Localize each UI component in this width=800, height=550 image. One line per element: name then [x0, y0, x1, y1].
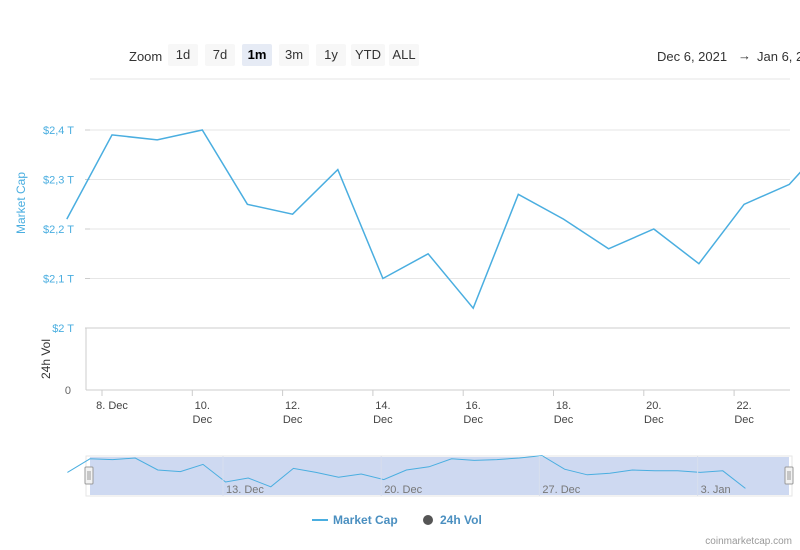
navigator-line	[67, 455, 746, 489]
y-tick-label: $2,3 T	[43, 175, 74, 187]
zoom-3m-button[interactable]: 3m	[279, 44, 309, 66]
x-tick-label: 10. Dec	[193, 400, 213, 426]
legend-dot-icon	[423, 515, 433, 525]
legend-item-24h-vol[interactable]: 24h Vol	[423, 513, 482, 527]
volume-axis-tick-zero: 0	[65, 385, 71, 397]
zoom-1d-button[interactable]: 1d	[168, 44, 198, 66]
x-tick-label: 22. Dec	[734, 400, 754, 426]
navigator-left-handle[interactable]	[84, 466, 94, 485]
legend: Market Cap 24h Vol	[0, 512, 800, 530]
y-tick-label: $2,4 T	[43, 125, 74, 137]
navigator-tick-label: 3. Jan	[701, 484, 731, 496]
date-from-input[interactable]: Dec 6, 2021	[657, 49, 728, 64]
y-axis-title: Market Cap	[14, 172, 28, 234]
x-axis-ticks: 8. Dec 10. Dec 12. Dec 14. Dec 16. Dec 18. Dec 20. D…	[96, 390, 754, 426]
zoom-ytd-button[interactable]: YTD	[351, 44, 385, 66]
credit-link[interactable]: coinmarketcap.com	[705, 536, 792, 547]
grid-lines	[90, 129, 790, 279]
zoom-7d-button[interactable]: 7d	[205, 44, 235, 66]
y-tick-label: $2,2 T	[43, 224, 74, 236]
x-tick-label: 18. Dec	[554, 400, 574, 426]
x-tick-label: 14. Dec	[373, 400, 393, 426]
navigator-tick-label: 13. Dec	[226, 484, 264, 496]
zoom-label: Zoom	[129, 49, 163, 64]
legend-label-market-cap: Market Cap	[333, 513, 398, 527]
y-axis-ticks: $2 T $2,1 T $2,2 T $2,3 T $2,4 T	[43, 125, 90, 335]
zoom-1y-button[interactable]: 1y	[316, 44, 346, 66]
y-tick-label: $2,1 T	[43, 274, 74, 286]
y-tick-label: $2 T	[52, 323, 74, 335]
volume-axis-title: 24h Vol	[39, 339, 53, 379]
range-selector-toolbar: Zoom 1d 7d 1m 3m 1y YTD ALL Dec 6, 2021 …	[0, 44, 800, 70]
date-to-input[interactable]: Jan 6, 2022	[757, 49, 800, 64]
navigator[interactable]: 13. Dec 20. Dec 27. Dec 3. Jan	[67, 455, 794, 497]
x-tick-label: 16. Dec	[463, 400, 483, 426]
zoom-all-button[interactable]: ALL	[389, 44, 419, 66]
navigator-ticks: 13. Dec 20. Dec 27. Dec 3. Jan	[222, 456, 731, 496]
market-cap-line	[66, 129, 800, 310]
zoom-1m-button[interactable]: 1m	[242, 44, 272, 66]
navigator-tick-label: 20. Dec	[384, 484, 422, 496]
x-tick-label: 20. Dec	[644, 400, 664, 426]
navigator-right-handle[interactable]	[784, 466, 794, 485]
date-range-arrow: →	[738, 48, 751, 63]
x-tick-label: 12. Dec	[283, 400, 303, 426]
legend-item-market-cap[interactable]: Market Cap	[312, 513, 398, 527]
navigator-tick-label: 27. Dec	[542, 484, 580, 496]
x-tick-label: 8. Dec	[96, 400, 128, 412]
legend-label-24h-vol: 24h Vol	[440, 513, 482, 527]
